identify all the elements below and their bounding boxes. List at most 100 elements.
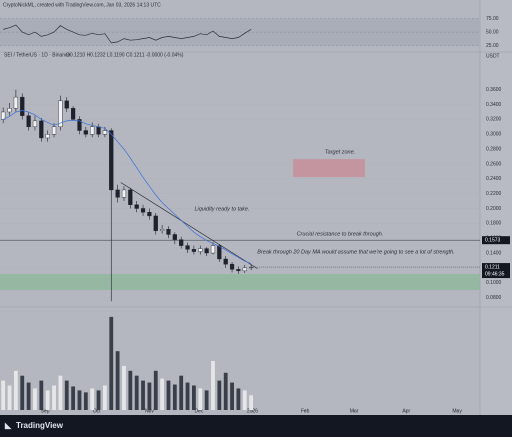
volume-bar	[13, 370, 18, 410]
candle-body	[179, 239, 184, 246]
candle-body	[83, 130, 88, 135]
y-tick-label: 0.3200	[486, 117, 502, 123]
volume-bar	[102, 385, 107, 410]
footer-bar	[0, 415, 512, 437]
y-tick-label: 0.2200	[486, 191, 502, 197]
volume-bar	[134, 375, 139, 410]
candle-body	[102, 130, 108, 135]
candle-body	[64, 100, 69, 109]
rsi-tick-label: 50.00	[486, 29, 499, 35]
candle-body	[121, 189, 127, 198]
volume-bar	[39, 380, 44, 410]
volume-bar	[58, 375, 63, 410]
ma-line	[3, 110, 252, 264]
volume-bar	[217, 380, 222, 410]
support-zone	[0, 274, 480, 291]
volume-bar	[109, 316, 114, 410]
candle-body	[242, 267, 247, 272]
y-tick-label: 0.3000	[486, 132, 502, 138]
volume-bar	[96, 390, 101, 410]
candle-body	[71, 108, 76, 120]
last-price-tag	[482, 263, 510, 279]
volume-bar	[64, 380, 69, 410]
volume-bar	[223, 372, 228, 410]
volume-bar	[172, 384, 177, 410]
y-tick-label: 0.3600	[486, 87, 502, 93]
rsi-tick-label: 75.00	[486, 16, 499, 22]
candle-body	[13, 96, 19, 109]
candle-body	[223, 258, 228, 265]
trendline	[120, 182, 258, 269]
candle-body	[229, 263, 235, 270]
x-tick-label: Sep	[41, 408, 50, 414]
volume-bar	[249, 395, 254, 410]
y-tick-label: 0.2800	[486, 146, 502, 152]
x-tick-label: Apr	[402, 408, 410, 414]
annotation: Break through 20 Day MA would assume tha…	[257, 249, 454, 255]
ohlc: O0.1210 H0.1232 L0.1190 C0.1211 -0.0000 …	[66, 52, 184, 58]
x-tick-label: Mar	[350, 408, 359, 414]
candle-body	[166, 229, 171, 235]
candle-body	[45, 134, 50, 139]
volume-bar	[153, 370, 158, 410]
candle-body	[153, 215, 158, 231]
candle-body	[128, 189, 133, 205]
volume-bar	[7, 385, 12, 410]
target-zone	[293, 159, 365, 178]
candle-body	[90, 126, 95, 135]
candle-body	[109, 130, 114, 191]
y-tick-label: 0.3400	[486, 102, 502, 108]
y-tick-label: 0.1800	[486, 221, 502, 227]
volume-bar	[52, 385, 56, 410]
volume-bar	[90, 388, 95, 410]
y-tick-label: 0.2000	[486, 206, 502, 212]
candle-body	[160, 229, 165, 231]
y-tick-label: 0.0800	[486, 295, 502, 301]
countdown: 09:46:35	[485, 271, 505, 277]
volume-bar	[20, 375, 25, 410]
volume-bar	[128, 370, 133, 410]
y-tick-label: 0.1400	[486, 250, 502, 256]
volume-bar	[77, 390, 82, 410]
y-tick-label: 0.2600	[486, 161, 502, 167]
volume-bar	[236, 388, 241, 410]
annotation: Crucial resistance to break through.	[297, 231, 384, 237]
candle-body	[32, 120, 38, 128]
volume-bar	[204, 390, 209, 410]
candle-body	[204, 248, 209, 254]
candle-body	[77, 119, 82, 131]
volume-bar	[115, 351, 120, 410]
candle-body	[7, 108, 12, 113]
candle-body	[58, 100, 63, 128]
volume-bar	[192, 385, 196, 410]
volume-bar	[26, 382, 31, 410]
x-tick-label: Oct	[93, 408, 101, 414]
volume-bar	[33, 388, 37, 410]
price-axis	[480, 0, 512, 415]
annotation: Target zone.	[325, 149, 355, 155]
y-tick-label: 0.2400	[486, 176, 502, 182]
candle-body	[147, 211, 152, 217]
volume-bar	[179, 375, 184, 410]
volume-bar	[83, 392, 88, 410]
currency: USDT	[486, 53, 500, 59]
candle-body	[172, 234, 177, 240]
candle-body	[140, 208, 146, 213]
volume-bar	[147, 382, 152, 410]
candle-body	[236, 269, 241, 272]
x-tick-label: Dec	[195, 408, 204, 414]
volume-bar	[185, 382, 190, 410]
annotation: Liquidity ready to take.	[194, 206, 249, 212]
volume-bar	[160, 378, 165, 410]
candle-body	[210, 245, 216, 254]
candle-body	[96, 126, 101, 135]
volume-bar	[122, 365, 126, 410]
volume-bar	[230, 382, 234, 410]
candle-body	[39, 120, 44, 139]
candle-body	[198, 248, 203, 252]
header: CryptoNickML, created with TradingView.c…	[3, 2, 161, 8]
volume-bar	[45, 390, 50, 410]
volume-bar	[242, 390, 247, 410]
